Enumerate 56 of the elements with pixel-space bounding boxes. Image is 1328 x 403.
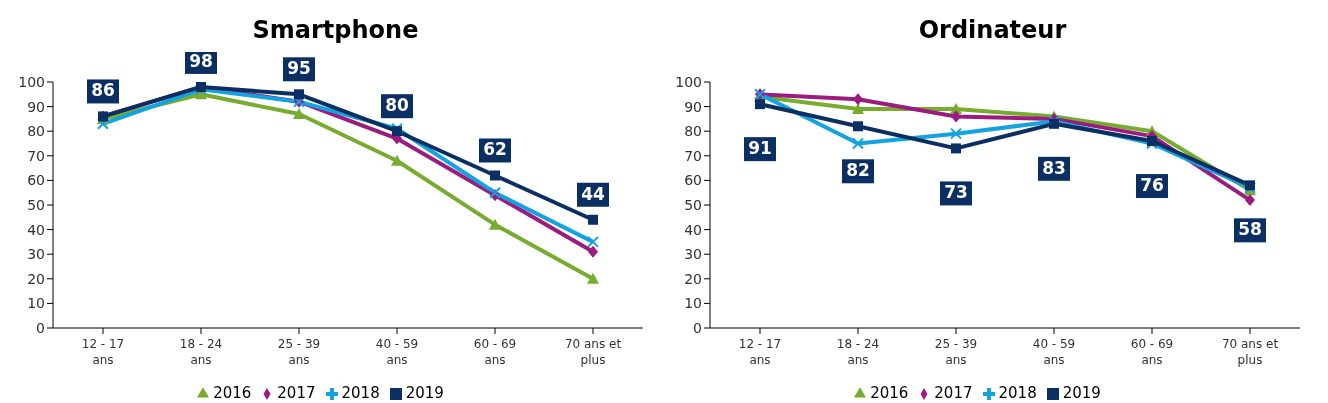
- y-tick-label: 0: [36, 319, 45, 336]
- legend-label: 2016: [213, 384, 252, 402]
- legend-label: 2019: [405, 384, 444, 402]
- y-tick-label: 30: [684, 246, 702, 263]
- x-tick-label: 60 - 69 ans: [1130, 337, 1174, 367]
- data-label: 98: [189, 50, 213, 71]
- y-tick-label: 80: [27, 123, 45, 140]
- x-tick-label: 70 ans et plus: [564, 337, 622, 367]
- data-label: 83: [1042, 157, 1066, 178]
- y-tick-label: 80: [684, 123, 702, 140]
- y-tick-label: 20: [684, 270, 702, 287]
- y-tick-label: 90: [27, 98, 45, 115]
- y-tick-label: 50: [27, 196, 45, 213]
- chart-title: Smartphone: [251, 15, 420, 46]
- y-tick-label: 70: [684, 147, 702, 164]
- legend-label: 2019: [1062, 384, 1101, 402]
- y-tick-label: 30: [27, 246, 45, 263]
- y-tick-label: 10: [27, 295, 45, 312]
- data-label: 80: [385, 95, 409, 116]
- x-tick-label: 12 - 17 ans: [738, 337, 782, 367]
- x-tick-label: 18 - 24 ans: [179, 337, 223, 367]
- chart-title: Ordinateur: [917, 15, 1068, 46]
- x-tick-label: 70 ans et plus: [1221, 337, 1279, 367]
- y-tick-label: 70: [27, 147, 45, 164]
- x-tick-label: 25 - 39 ans: [277, 337, 321, 367]
- data-label: 62: [483, 139, 507, 160]
- y-tick-label: 100: [675, 73, 702, 90]
- legend-label: 2018: [998, 384, 1037, 402]
- y-tick-label: 50: [684, 196, 702, 213]
- x-tick-label: 18 - 24 ans: [836, 337, 880, 367]
- data-label: 44: [581, 183, 605, 204]
- x-tick-label: 25 - 39 ans: [934, 337, 978, 367]
- data-label: 73: [944, 182, 968, 203]
- y-tick-label: 20: [27, 270, 45, 287]
- data-label: 95: [287, 58, 311, 79]
- x-tick-label: 40 - 59 ans: [1032, 337, 1076, 367]
- data-label: 91: [748, 138, 772, 159]
- x-tick-label: 60 - 69 ans: [473, 337, 517, 367]
- y-tick-label: 40: [27, 221, 45, 238]
- legend-label: 2017: [277, 384, 316, 402]
- data-label: 86: [91, 80, 115, 101]
- y-tick-label: 60: [27, 172, 45, 189]
- y-tick-label: 90: [684, 98, 702, 115]
- data-label: 76: [1140, 175, 1164, 196]
- y-tick-label: 10: [684, 295, 702, 312]
- y-tick-label: 100: [18, 73, 45, 90]
- data-label: 58: [1238, 219, 1262, 240]
- y-tick-label: 60: [684, 172, 702, 189]
- legend-label: 2018: [341, 384, 380, 402]
- y-tick-label: 40: [684, 221, 702, 238]
- x-tick-label: 12 - 17 ans: [81, 337, 125, 367]
- x-tick-label: 40 - 59 ans: [375, 337, 419, 367]
- y-tick-label: 0: [693, 319, 702, 336]
- data-label: 82: [846, 160, 870, 181]
- legend-label: 2016: [870, 384, 909, 402]
- legend-label: 2017: [934, 384, 973, 402]
